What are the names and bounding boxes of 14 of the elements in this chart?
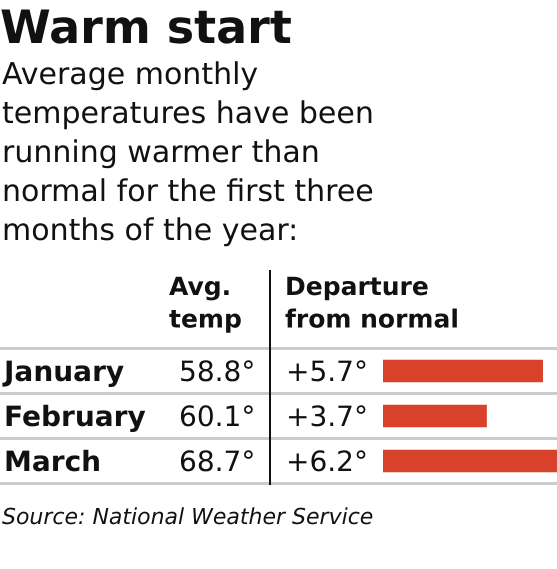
data-label: 58.8° [179,355,256,388]
category-label: March [4,444,102,478]
data-label: +3.7° [286,400,368,433]
data-label: +5.7° [286,355,368,388]
source-note: Source: National Weather Service [2,505,374,530]
text: Average monthly temperatures have been running warmer than normal for the first three months of the year: [2,57,374,248]
data-label: 60.1° [179,400,256,433]
text: Warm start [0,0,292,54]
data-label: +6.2° [286,445,368,478]
text: Avg. temp [169,272,242,334]
data-label: 68.7° [179,445,256,478]
series-label: Departure from normal [285,272,459,334]
category-label: February [4,400,146,433]
category-label: January [2,354,124,388]
